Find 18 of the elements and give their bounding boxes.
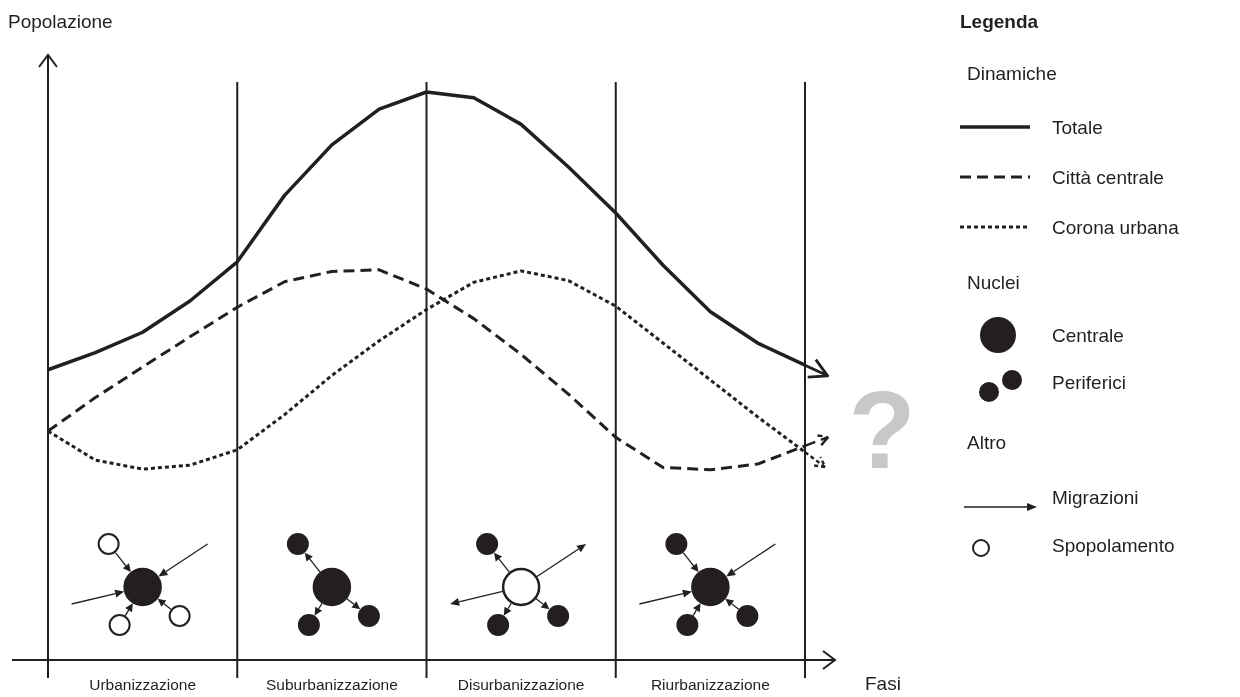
x-tick-label: Disurbanizzazione [457, 676, 585, 693]
text: ? [848, 368, 916, 491]
text: Migrazioni [1052, 486, 1139, 508]
legend-title: Legenda [960, 11, 1039, 32]
text: Altro [967, 432, 1007, 453]
x-axis-title: Fasi [865, 673, 901, 694]
text: Periferici [1052, 371, 1126, 393]
y-axis-title: Popolazione [8, 11, 113, 32]
x-tick-label: Riurbanizzazione [650, 676, 770, 693]
legend-label: Città centrale [1052, 166, 1164, 188]
x-tick-label: Urbanizzazione [89, 676, 197, 693]
x-tick-label: Suburbanizzazione [265, 676, 398, 693]
text: Spopolamento [1052, 534, 1175, 556]
text: Dinamiche [967, 63, 1057, 84]
text: Centrale [1052, 324, 1124, 346]
legend-label: Totale [1052, 116, 1103, 138]
text: Nuclei [967, 272, 1020, 293]
legend-label: Corona urbana [1052, 216, 1180, 238]
